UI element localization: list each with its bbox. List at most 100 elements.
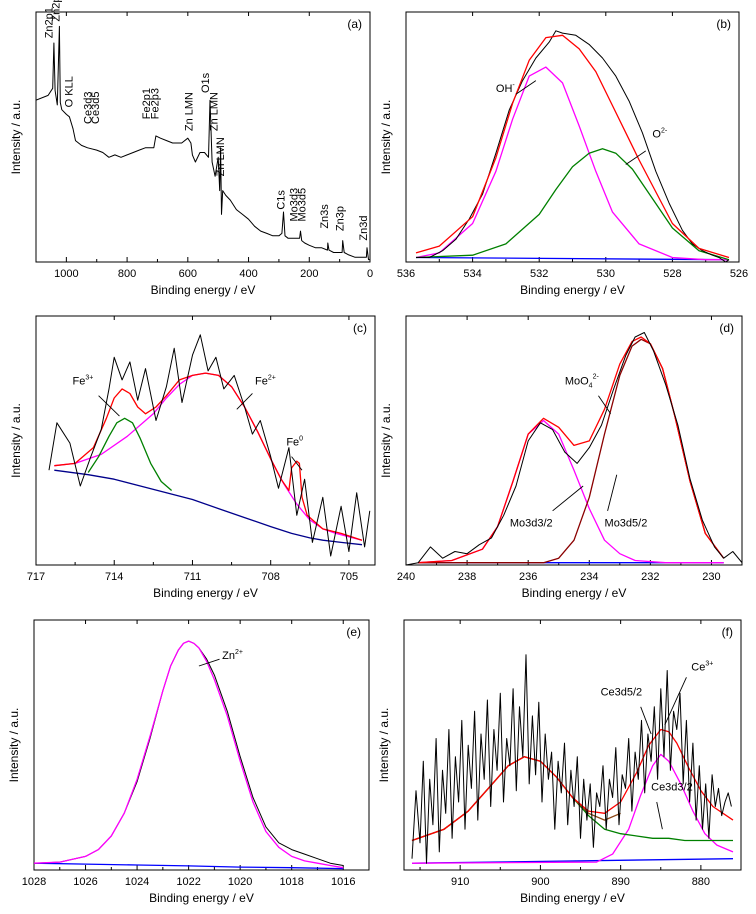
x-tick-label: 400	[239, 268, 257, 280]
peak-label: Ce3+	[691, 661, 713, 674]
peak-label-superscript: 3+	[705, 661, 713, 668]
peak-label: Mo3d5	[296, 188, 308, 222]
peak-label: Mo3d3	[289, 188, 301, 222]
peak-label: Ce3d5/2	[601, 686, 643, 698]
peak-label: Fe3+	[73, 374, 94, 387]
peak-label: Ce3d5	[90, 92, 102, 124]
x-tick-label: 600	[179, 268, 197, 280]
peak-label-text: O	[652, 128, 661, 140]
x-tick-label: 236	[519, 571, 537, 583]
peak-label-superscript: 0	[299, 435, 303, 442]
series-line	[406, 332, 742, 565]
plot-frame	[33, 619, 370, 871]
peak-label: Fe2p1	[141, 88, 153, 119]
panel-label: (f)	[722, 625, 733, 639]
peak-label: Zn LMN	[183, 92, 195, 131]
plot-frame	[35, 11, 371, 263]
x-tick-label: 1000	[54, 268, 78, 280]
series-line	[48, 334, 371, 557]
x-tick-label: 534	[463, 268, 481, 280]
x-tick-label: 230	[702, 571, 720, 583]
x-tick-label: 711	[184, 571, 202, 583]
peak-label: O KLL	[63, 76, 75, 107]
panel-label: (d)	[719, 321, 734, 335]
x-axis-label: Binding energy / eV	[522, 586, 627, 600]
peak-label: O1s	[200, 72, 212, 93]
peak-label-text: Mo3d3/2	[510, 518, 553, 530]
annotation-arrow	[640, 706, 652, 735]
peak-label-subscript: 4	[589, 382, 593, 389]
panel-b: 536 534 532 530 528 526 Binding energy / eV Int…	[379, 11, 748, 297]
series-line	[34, 640, 344, 866]
y-axis-label: Intensity / a.u.	[379, 403, 393, 478]
annotation-arrow	[198, 658, 220, 667]
y-axis-label: Intensity / a.u.	[7, 708, 21, 783]
series-line	[411, 753, 734, 864]
x-tick-label: 0	[367, 268, 373, 280]
panel-a: 1000 800 600 400 200 0 Binding energy / eV Inte…	[9, 0, 373, 297]
y-axis-label: Intensity / a.u.	[379, 100, 393, 175]
peak-label-superscript: -	[512, 82, 515, 89]
x-tick-label: 1024	[125, 876, 149, 888]
x-tick-label: 717	[27, 571, 45, 583]
y-axis-label: Intensity / a.u.	[377, 708, 391, 783]
peak-label-text: Zn	[222, 650, 235, 662]
peak-label-text: OH	[496, 83, 513, 95]
series-line	[415, 256, 730, 261]
series-line	[418, 336, 725, 564]
x-tick-label: 1018	[279, 876, 303, 888]
peak-label: Zn2p3	[50, 0, 62, 22]
peak-label-text: Fe	[255, 375, 268, 387]
series-line	[415, 34, 730, 259]
peak-label-superscript: 2+	[268, 374, 276, 381]
x-tick-label: 528	[663, 268, 681, 280]
x-axis-label: Binding energy / eV	[520, 283, 625, 297]
series-line	[411, 654, 732, 864]
peak-label-text: Ce3d5/2	[601, 686, 643, 698]
series-line	[36, 25, 370, 261]
panel-label: (b)	[716, 17, 731, 31]
plot-frame	[405, 315, 743, 566]
peak-label: Zn2p1	[44, 7, 56, 38]
peak-label-text: Ce3d3/2	[651, 782, 693, 794]
peak-label: O2-	[652, 127, 667, 140]
x-tick-label: 890	[611, 876, 629, 888]
peak-label: C1s	[276, 190, 288, 210]
peak-label: OH-	[496, 82, 516, 95]
series-line	[418, 338, 725, 564]
series-line	[34, 862, 344, 870]
plot-frame	[403, 619, 742, 871]
series-line	[415, 148, 730, 261]
annotation-arrow	[515, 80, 537, 95]
x-tick-label: 708	[262, 571, 280, 583]
peak-label-text: Mo3d5/2	[605, 518, 648, 530]
y-axis-label: Intensity / a.u.	[9, 403, 23, 478]
peak-label: Ce3d3/2	[651, 782, 693, 794]
x-axis-label: Binding energy / eV	[149, 891, 254, 905]
series-line	[54, 469, 363, 546]
peak-label-superscript: 2-	[593, 373, 600, 380]
x-tick-label: 234	[580, 571, 598, 583]
x-axis-label: Binding energy / eV	[153, 586, 258, 600]
x-tick-label: 1022	[176, 876, 200, 888]
x-tick-label: 232	[641, 571, 659, 583]
annotation-arrow	[607, 474, 618, 511]
panel-c: 717 714 711 708 705 Binding energy / eV Intens…	[9, 315, 376, 600]
x-tick-label: 1028	[22, 876, 46, 888]
series-line	[34, 640, 344, 869]
series-line	[54, 372, 363, 541]
x-tick-label: 880	[692, 876, 710, 888]
annotation-arrow	[552, 485, 584, 512]
x-tick-label: 910	[451, 876, 469, 888]
peak-label: Zn3s	[319, 204, 331, 229]
peak-label-text: Fe	[73, 375, 86, 387]
peak-label: Mo3d3/2	[510, 518, 553, 530]
peak-label-superscript: 3+	[85, 374, 93, 381]
x-tick-label: 530	[597, 268, 615, 280]
annotation-arrow	[625, 150, 647, 165]
x-tick-label: 1016	[331, 876, 355, 888]
peak-label: Zn LMN	[215, 137, 227, 176]
x-tick-label: 238	[458, 571, 476, 583]
x-axis-label: Binding energy / eV	[520, 891, 625, 905]
